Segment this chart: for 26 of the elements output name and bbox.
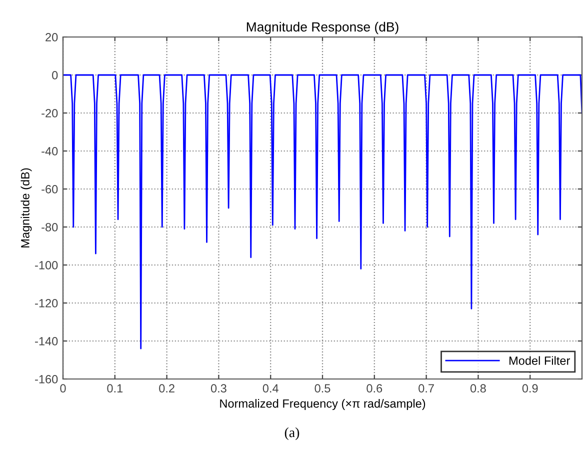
y-tick-label: -120	[35, 299, 58, 308]
x-tick-label: 0.3	[210, 384, 226, 393]
x-tick-label: 0.9	[522, 384, 538, 393]
text: (a)	[284, 427, 300, 440]
x-tick-label: 0	[60, 384, 66, 393]
x-tick-label: 0.8	[470, 384, 486, 393]
x-tick-label: 0.2	[159, 384, 174, 393]
legend-label: Model Filter	[510, 356, 570, 365]
y-tick-label: -160	[35, 375, 58, 384]
x-tick-label: 0.5	[314, 384, 330, 393]
y-tick-label: -20	[42, 109, 58, 118]
y-tick-label: 20	[46, 33, 58, 42]
x-tick-label: 0.7	[418, 384, 434, 393]
line-series	[63, 74, 582, 350]
y-tick-label: -100	[35, 261, 58, 270]
chart-title: Magnitude Response (dB)	[246, 22, 398, 34]
y-tick-label: -40	[42, 147, 58, 156]
x-tick-label: 0.6	[366, 384, 382, 393]
y-tick-label: -60	[42, 185, 58, 194]
y-tick-label: 0	[52, 71, 58, 80]
x-tick-label: 0.4	[262, 384, 278, 393]
y-tick-label: -140	[35, 337, 58, 346]
y-axis-title: Magnitude (dB)	[20, 168, 32, 248]
y-tick-label: -80	[42, 223, 58, 232]
x-tick-label: 0.1	[107, 384, 123, 393]
x-axis-title: Normalized Frequency (×π rad/sample)	[220, 399, 426, 410]
